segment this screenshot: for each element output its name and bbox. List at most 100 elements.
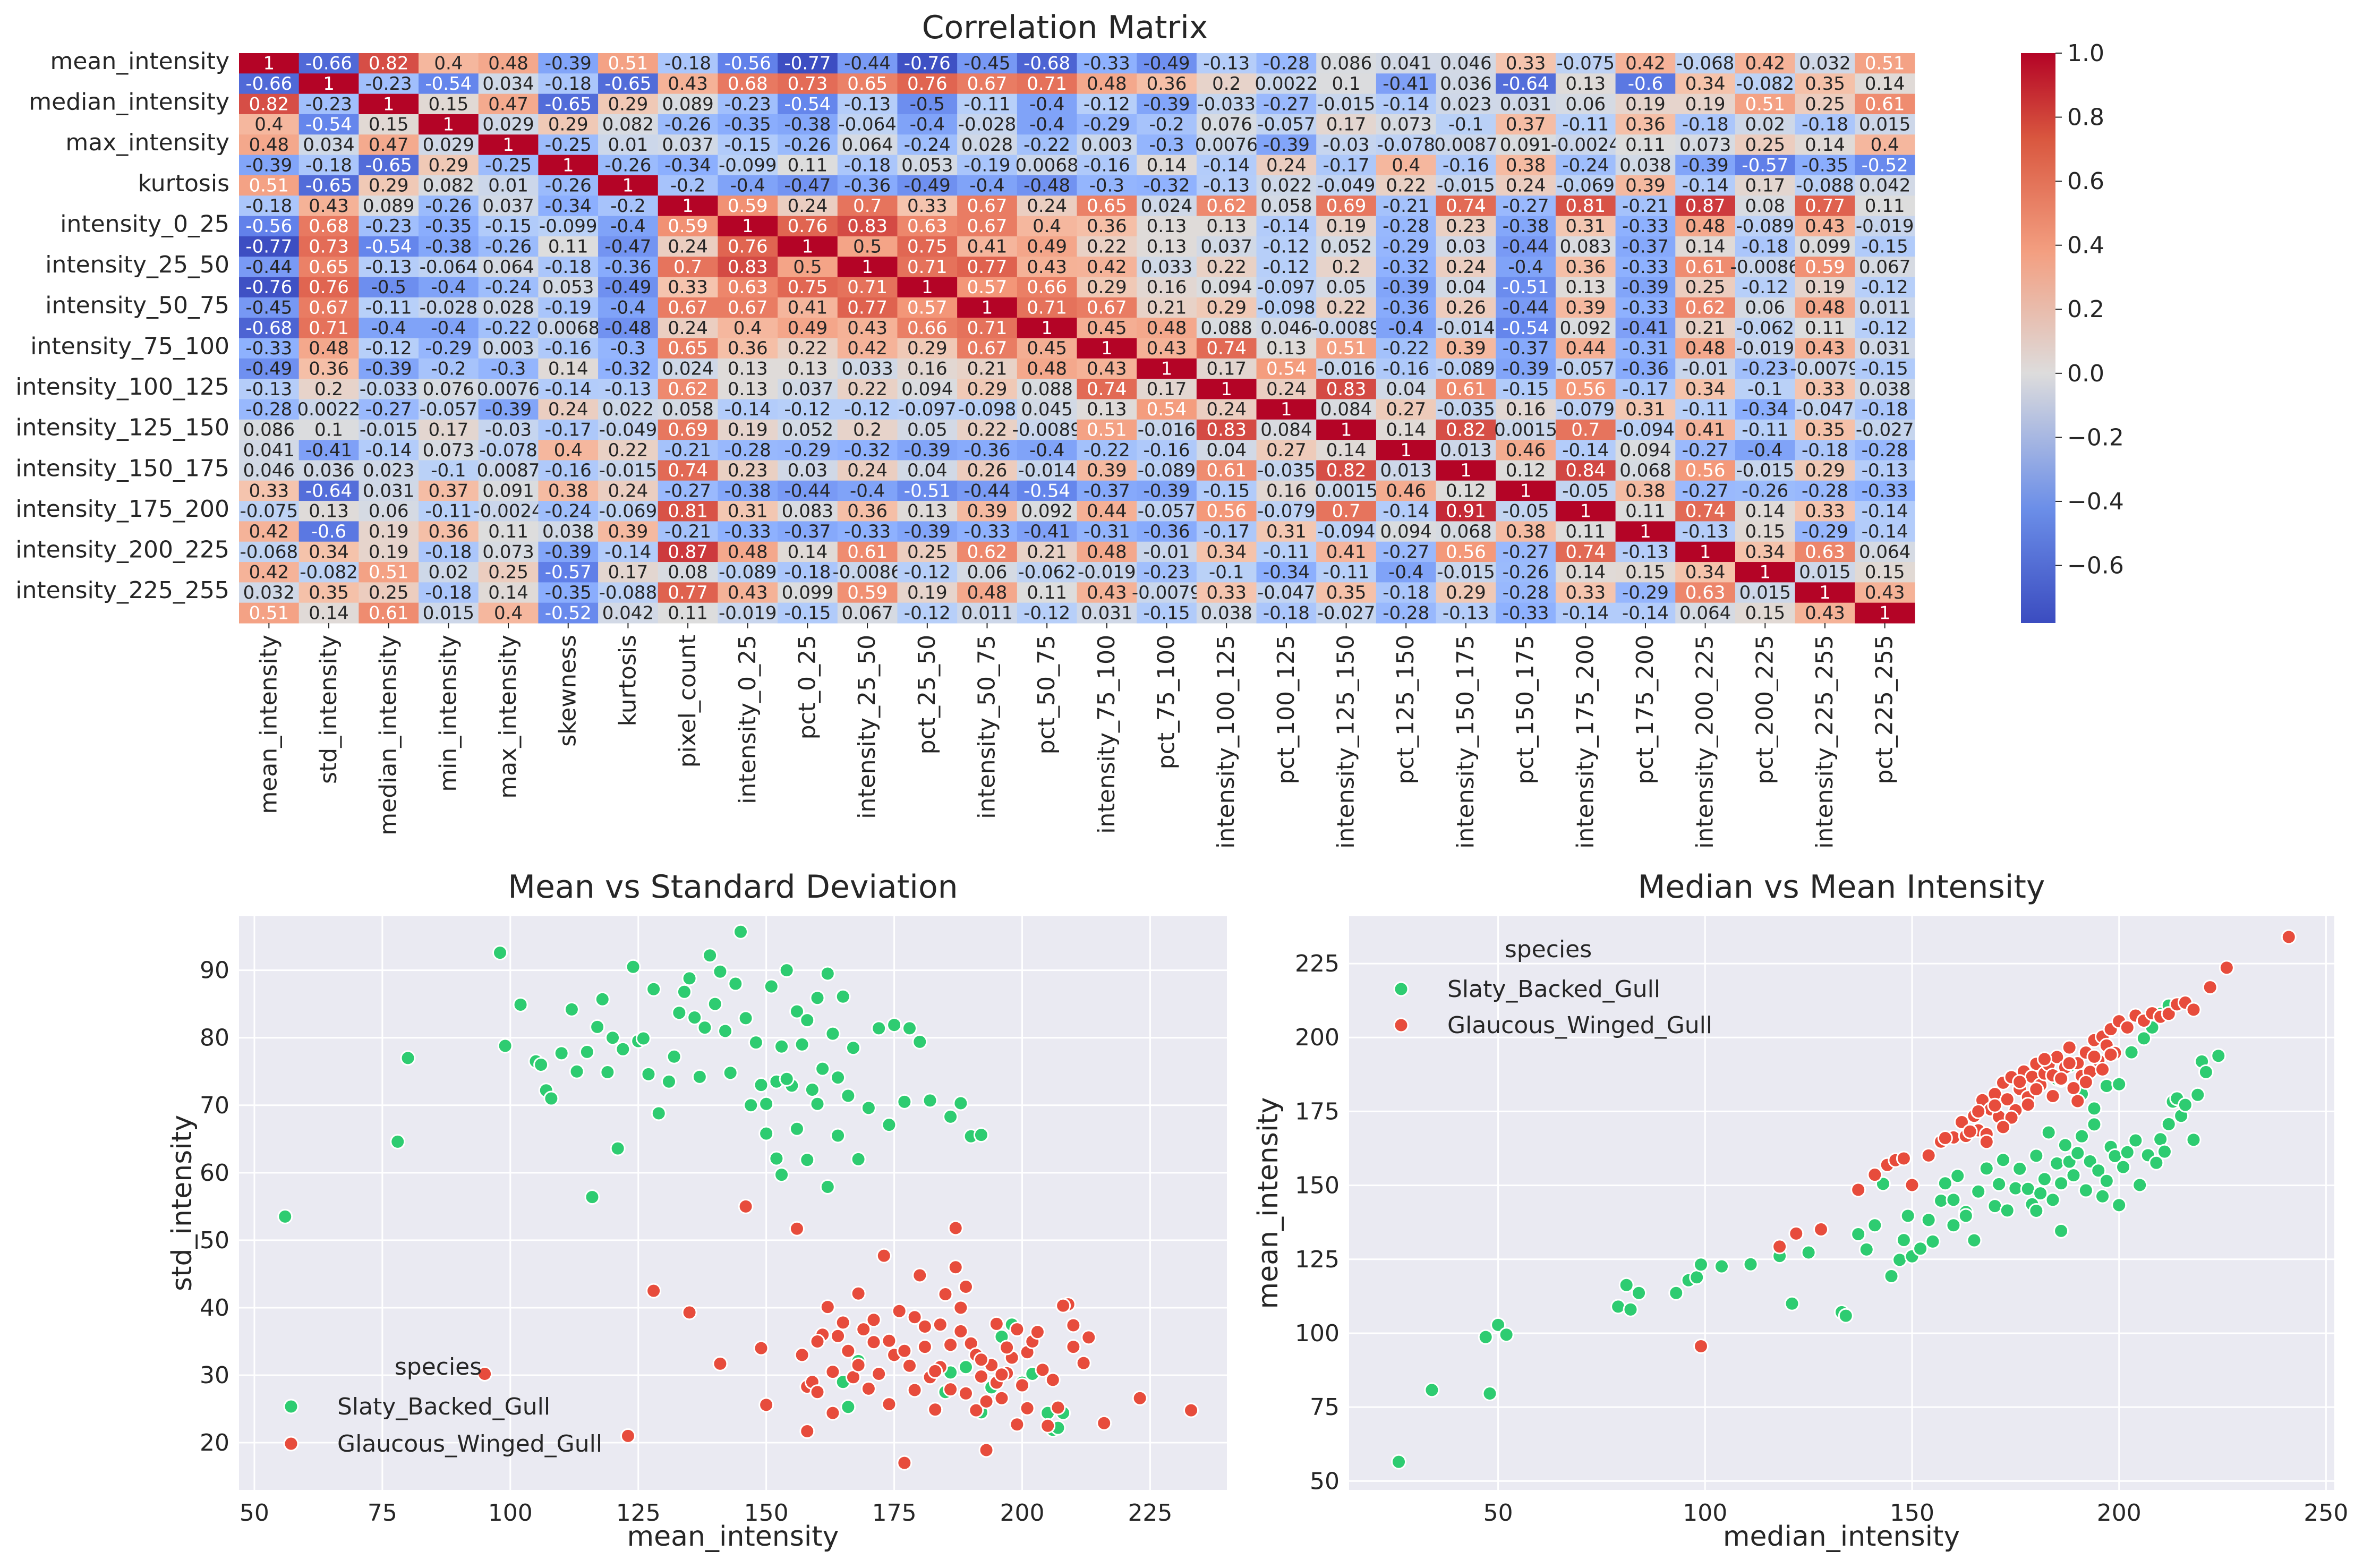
heatmap-cell-value: 0.39 [1625,175,1666,197]
scatter1-point-slaty-backed-gull [860,1100,876,1116]
heatmap-cell-value: -0.44 [963,480,1010,501]
heatmap-cell-value: 0.57 [967,277,1008,298]
heatmap-cell [298,93,359,115]
heatmap-cell-value: 0.099 [1799,236,1850,258]
heatmap-cell-value: 1 [1041,318,1053,339]
heatmap-cell [1855,195,1915,217]
heatmap-cell-value: -0.27 [1503,541,1549,563]
heatmap-cell [1675,73,1736,95]
heatmap-cell [1555,175,1616,196]
heatmap-cell-value: -0.52 [545,602,592,624]
heatmap-cell [359,134,419,156]
scatter2-point-slaty-backed-gull [1498,1327,1514,1343]
heatmap-cell-value: -0.34 [664,155,711,176]
heatmap-cell [957,236,1018,257]
heatmap-cell-value: 0.033 [841,358,893,379]
heatmap-cell-value: 0.031 [363,480,414,501]
heatmap-cell [1795,297,1855,318]
scatter2-point-glaucous-winged-gull [2061,1039,2077,1055]
heatmap-cells: 1 -0.66 0.82 0.4 0.48 -0.39 0.51 -0.18 -0.56 -0.7… [239,53,1915,624]
heatmap-cell [1436,93,1496,115]
heatmap-cell-value: -0.15 [1503,379,1549,400]
heatmap-cell-value: -0.45 [245,297,292,319]
heatmap-cell-value: -0.37 [784,521,831,542]
heatmap-cell [778,93,838,115]
heatmap-cell-value: 0.82 [1326,460,1367,481]
heatmap-cell-value: -0.14 [724,399,771,420]
heatmap-cell-value: -0.41 [305,440,352,461]
heatmap-cell-value: 0.16 [1266,480,1307,501]
heatmap-cell-value: 0.43 [1147,338,1187,359]
heatmap-cell [598,134,659,156]
heatmap-cell-value: 0.031 [1081,602,1132,624]
heatmap-cell [478,257,539,278]
heatmap-cell [718,358,778,379]
heatmap-cell-value: 0.39 [608,521,649,542]
heatmap-cell [1615,236,1676,257]
heatmap-cell-value: 0.61 [1206,460,1247,481]
scatter1-ytick-label: 30 [200,1362,229,1389]
heatmap-cell-value: -0.41 [1622,318,1669,339]
heatmap-cell-value: 0.33 [1206,582,1247,603]
heatmap-cell-value: -0.18 [425,582,472,603]
heatmap-cell [1137,379,1197,400]
heatmap-cell-value: 1 [1640,521,1651,542]
heatmap-cell-value: 1 [982,297,993,319]
heatmap-cell [1496,236,1556,257]
scatter1-point-glaucous-winged-gull [758,1397,774,1413]
heatmap-cell-value: 0.22 [1326,297,1367,319]
heatmap-cell-value: 1 [1400,440,1412,461]
heatmap-cell-value: 0.053 [542,277,594,298]
heatmap-cell-value: -0.17 [545,419,592,440]
heatmap-cell-value: 0.29 [1087,277,1127,298]
heatmap-cell-value: -0.39 [545,541,592,563]
scatter2-point-slaty-backed-gull [2053,1175,2069,1191]
heatmap-cell [1615,216,1676,237]
heatmap-cell [658,297,719,318]
heatmap-cell-value: 0.4 [1871,134,1899,156]
heatmap-cell-value: -0.11 [1562,114,1609,135]
heatmap-cell [957,277,1018,298]
heatmap-cell [538,93,599,115]
heatmap-cell-value: 0.015 [1859,114,1910,135]
heatmap-cell-value: 0.046 [1440,53,1491,74]
heatmap-row-label: intensity_0_25 [60,210,229,237]
heatmap-cell-value: 0.091 [1500,134,1551,156]
scatter1-point-slaty-backed-gull [712,964,728,979]
heatmap-cell [1855,358,1915,379]
heatmap-cell [1735,257,1796,278]
heatmap-cell-value: -0.51 [1503,277,1549,298]
heatmap-cell-value: 1 [1460,460,1472,481]
heatmap-cell-value: 0.03 [788,460,828,481]
heatmap-cell-value: -0.4 [431,318,466,339]
heatmap-cell [1855,379,1915,400]
scatter2-point-slaty-backed-gull [1838,1308,1854,1324]
heatmap-cell-value: 0.13 [1565,277,1606,298]
heatmap-cell-value: -0.01 [1682,358,1729,379]
scatter1-point-slaty-backed-gull [774,1167,790,1183]
heatmap-cell [598,379,659,400]
heatmap-cell [1795,216,1855,237]
scatter1-ylabel: std_intensity [166,1115,198,1291]
heatmap-cell [1735,338,1796,359]
heatmap-cell-value: -0.22 [1084,440,1130,461]
scatter1-point-glaucous-winged-gull [860,1380,876,1396]
heatmap-cell-value: -0.56 [245,216,292,237]
heatmap-cell [1077,155,1137,176]
heatmap-cell-value: 0.46 [1506,440,1546,461]
scatter2-point-slaty-backed-gull [1424,1382,1440,1398]
heatmap-cell-value: 0.14 [1326,440,1367,461]
heatmap-cell-value: 0.024 [1141,195,1192,217]
heatmap-cell-value: -0.33 [1503,602,1549,624]
heatmap-cell-value: 0.41 [1326,541,1367,563]
heatmap-cell-value: -0.33 [1862,480,1908,501]
heatmap-cell-value: 0.48 [1147,318,1187,339]
heatmap-cell-value: 0.19 [1685,93,1726,115]
heatmap-cell-value: 0.48 [1087,541,1127,563]
scatter1-point-glaucous-winged-gull [958,1385,974,1401]
scatter2-point-slaty-backed-gull [2211,1048,2226,1064]
heatmap-row-label: intensity_100_125 [15,373,229,400]
heatmap-cell [837,93,898,115]
scatter2-point-slaty-backed-gull [2098,1173,2114,1189]
heatmap-cell-value: -0.4 [1029,114,1064,135]
